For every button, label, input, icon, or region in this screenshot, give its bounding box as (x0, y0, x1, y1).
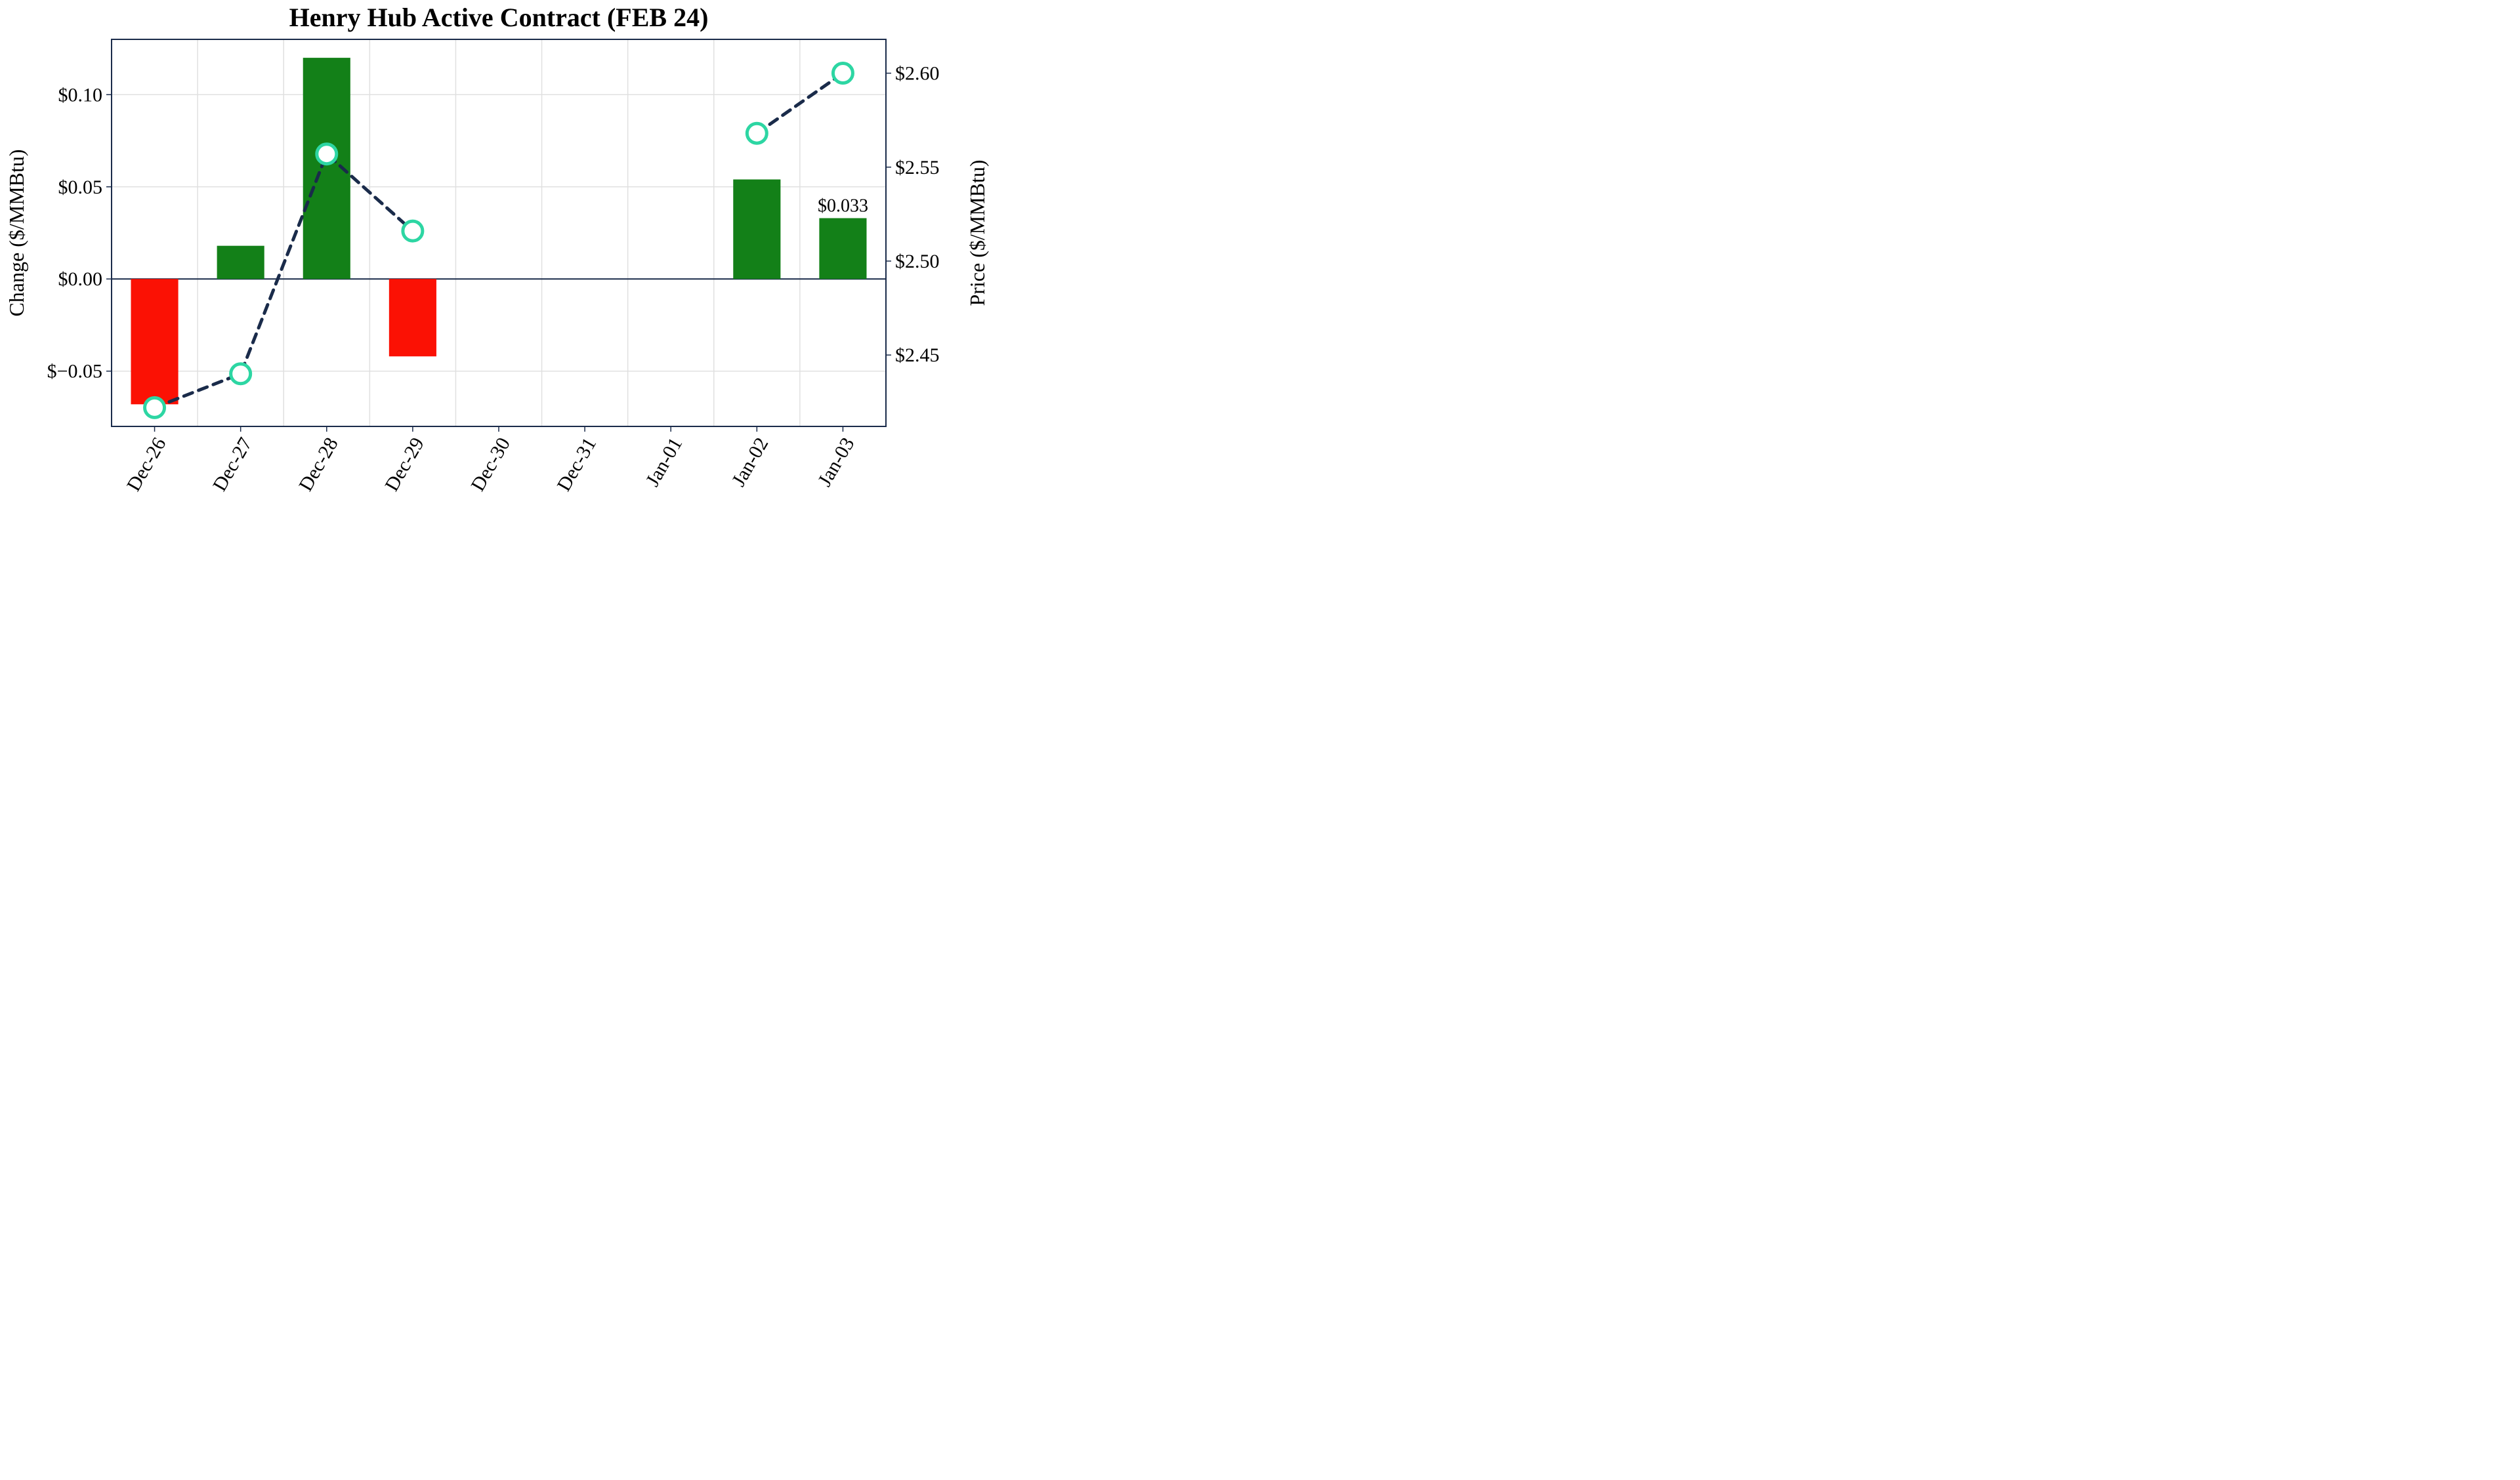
x-tick-label-group: Dec-30 (467, 434, 514, 495)
price-marker (833, 64, 852, 83)
right-tick-label: $2.45 (895, 344, 940, 366)
x-tick-label-group: Dec-28 (295, 434, 343, 495)
x-tick-label: Dec-30 (467, 434, 514, 495)
x-tick-label-group: Dec-31 (553, 434, 600, 495)
price-marker (747, 123, 766, 143)
price-marker (317, 144, 337, 164)
bar (217, 246, 264, 279)
left-tick-label: $0.05 (58, 176, 103, 198)
x-tick-label: Dec-28 (295, 434, 343, 495)
x-tick-label: Jan-01 (642, 434, 687, 490)
x-tick-label-group: Dec-26 (123, 434, 171, 495)
chart-container: Henry Hub Active Contract (FEB 24) $0.033… (0, 0, 998, 590)
x-tick-label: Dec-27 (209, 434, 257, 495)
right-tick-label: $2.60 (895, 63, 940, 85)
right-axis-label: Price ($/MMBtu) (965, 159, 989, 306)
x-tick-label-group: Dec-29 (381, 434, 429, 495)
bar-annotation: $0.033 (818, 196, 868, 216)
x-tick-label: Dec-29 (381, 434, 429, 495)
left-tick-label: $0.10 (58, 84, 103, 106)
chart-title: Henry Hub Active Contract (FEB 24) (289, 3, 709, 32)
x-tick-label-group: Jan-01 (642, 434, 687, 490)
right-tick-label: $2.55 (895, 157, 940, 178)
bar (819, 218, 866, 279)
bar (389, 279, 436, 356)
left-axis-label: Change ($/MMBtu) (5, 149, 28, 316)
price-marker (403, 221, 423, 241)
x-tick-label-group: Dec-27 (209, 434, 257, 495)
x-tick-label: Dec-31 (553, 434, 600, 495)
x-tick-label: Dec-26 (123, 434, 171, 495)
x-tick-label: Jan-02 (728, 434, 773, 490)
x-tick-label: Jan-03 (814, 434, 859, 490)
left-tick-label: $0.00 (58, 268, 103, 290)
x-tick-label-group: Jan-02 (728, 434, 773, 490)
right-tick-label: $2.50 (895, 251, 940, 272)
bar (131, 279, 178, 404)
price-marker (145, 398, 165, 417)
price-marker (231, 364, 251, 384)
x-tick-label-group: Jan-03 (814, 434, 859, 490)
bar (733, 180, 780, 279)
chart-svg: Henry Hub Active Contract (FEB 24) $0.033… (0, 0, 998, 590)
left-tick-label: $−0.05 (47, 361, 102, 382)
